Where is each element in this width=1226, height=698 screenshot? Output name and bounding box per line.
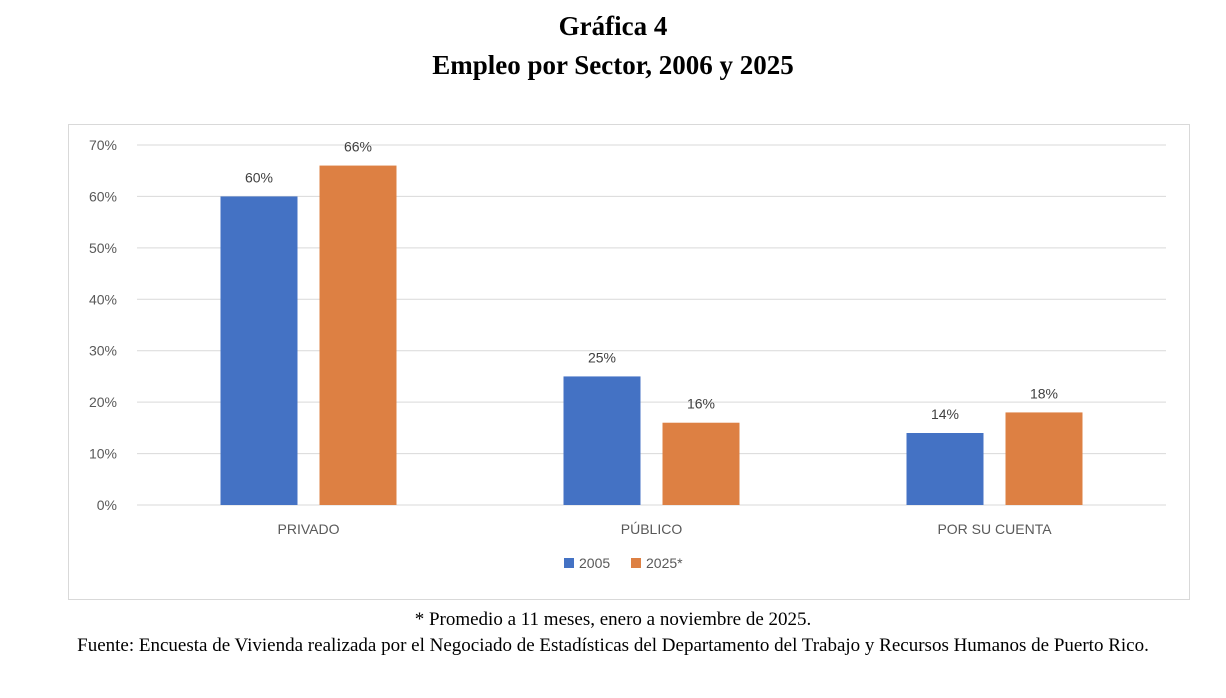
source-note: Fuente: Encuesta de Vivienda realizada p…	[77, 635, 1149, 656]
chart-area: 0% 10% 20% 30% 40% 50% 60% 70% 60% 66% PRIVADO 25% 1…	[68, 124, 1190, 600]
y-tick-label: 10%	[89, 446, 117, 462]
bar	[319, 165, 397, 506]
y-tick-label: 60%	[89, 188, 117, 204]
data-label: 18%	[1030, 385, 1058, 401]
y-tick-label: 50%	[89, 240, 117, 256]
bar	[1005, 412, 1083, 505]
y-tick-label: 0%	[97, 497, 117, 513]
bar-chart: 0% 10% 20% 30% 40% 50% 60% 70% 60% 66% PRIVADO 25% 1…	[89, 137, 1166, 571]
legend-swatch	[564, 558, 574, 568]
legend-label: 2005	[579, 555, 610, 571]
footnote: * Promedio a 11 meses, enero a noviembre…	[414, 609, 812, 630]
bar	[906, 433, 984, 505]
bar	[220, 196, 298, 505]
y-tick-label: 30%	[89, 343, 117, 359]
data-label: 14%	[931, 406, 959, 422]
bar	[662, 422, 740, 505]
legend-label: 2025*	[646, 555, 683, 571]
bar	[563, 376, 641, 505]
x-tick-label: PRIVADO	[278, 521, 340, 537]
y-tick-label: 40%	[89, 291, 117, 307]
chart-title: Gráfica 4	[558, 11, 668, 41]
x-tick-label: PÚBLICO	[621, 521, 683, 537]
data-label: 66%	[344, 139, 372, 155]
data-label: 16%	[687, 396, 715, 412]
data-label: 60%	[245, 169, 273, 185]
y-tick-label: 70%	[89, 137, 117, 153]
y-tick-label: 20%	[89, 394, 117, 410]
x-tick-label: POR SU CUENTA	[937, 521, 1052, 537]
chart-subtitle: Empleo por Sector, 2006 y 2025	[432, 50, 794, 80]
data-label: 25%	[588, 349, 616, 365]
legend-swatch	[631, 558, 641, 568]
